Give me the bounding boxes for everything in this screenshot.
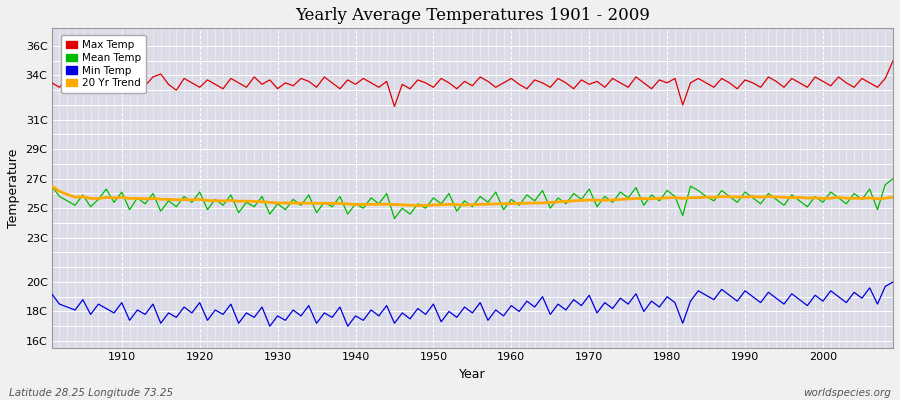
- Text: worldspecies.org: worldspecies.org: [803, 388, 891, 398]
- Text: Latitude 28.25 Longitude 73.25: Latitude 28.25 Longitude 73.25: [9, 388, 173, 398]
- X-axis label: Year: Year: [459, 368, 486, 381]
- Y-axis label: Temperature: Temperature: [7, 149, 20, 228]
- Title: Yearly Average Temperatures 1901 - 2009: Yearly Average Temperatures 1901 - 2009: [295, 7, 650, 24]
- Legend: Max Temp, Mean Temp, Min Temp, 20 Yr Trend: Max Temp, Mean Temp, Min Temp, 20 Yr Tre…: [61, 35, 146, 93]
